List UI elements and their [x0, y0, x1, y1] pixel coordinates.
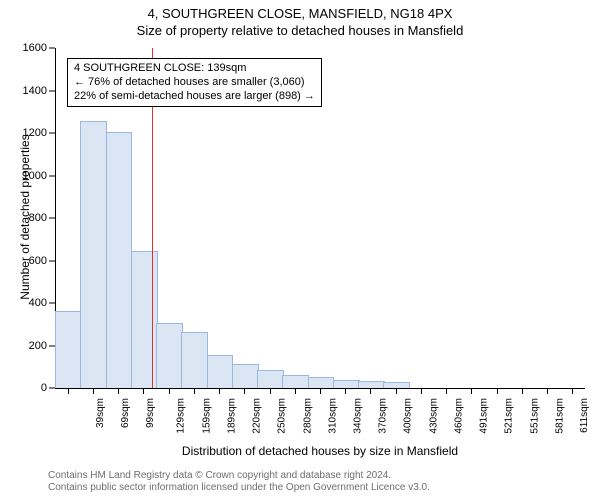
histogram-bar: [383, 382, 410, 388]
footer-line-2: Contains public sector information licen…: [48, 482, 430, 494]
footer-line-1: Contains HM Land Registry data © Crown c…: [48, 470, 430, 482]
histogram-bar: [106, 132, 133, 388]
info-box: 4 SOUTHGREEN CLOSE: 139sqm← 76% of detac…: [67, 58, 322, 107]
xtick-label: 551sqm: [529, 398, 540, 434]
chart-title-1: 4, SOUTHGREEN CLOSE, MANSFIELD, NG18 4PX: [0, 0, 600, 21]
histogram-bar: [131, 251, 158, 388]
footer: Contains HM Land Registry data © Crown c…: [48, 470, 430, 494]
xtick-label: 340sqm: [353, 398, 364, 434]
histogram-bar: [308, 377, 335, 388]
xtick-label: 250sqm: [277, 398, 288, 434]
histogram-bar: [55, 311, 82, 389]
histogram-bar: [257, 370, 284, 388]
xtick-label: 129sqm: [176, 398, 187, 434]
histogram-bar: [80, 121, 107, 388]
ytick-label: 0: [7, 382, 47, 394]
xtick-label: 400sqm: [403, 398, 414, 434]
x-axis-label: Distribution of detached houses by size …: [55, 444, 585, 458]
histogram-bar: [358, 381, 385, 388]
info-box-line: 4 SOUTHGREEN CLOSE: 139sqm: [74, 62, 315, 76]
xtick-label: 280sqm: [302, 398, 313, 434]
xtick-label: 310sqm: [327, 398, 338, 434]
xtick-label: 611sqm: [579, 398, 590, 433]
xtick-label: 69sqm: [120, 398, 131, 428]
chart-title-2: Size of property relative to detached ho…: [0, 21, 600, 38]
xtick-label: 370sqm: [378, 398, 389, 434]
xtick-label: 581sqm: [554, 398, 565, 434]
histogram-bar: [282, 375, 309, 388]
histogram-bar: [181, 332, 208, 388]
histogram-plot: 0200400600800100012001400160039sqm69sqm9…: [55, 48, 585, 388]
histogram-bar: [156, 323, 183, 388]
xtick-label: 39sqm: [95, 398, 106, 428]
info-box-line: ← 76% of detached houses are smaller (3,…: [74, 76, 315, 90]
xtick-label: 491sqm: [479, 398, 490, 434]
histogram-bar: [232, 364, 259, 388]
xtick-label: 99sqm: [145, 398, 156, 428]
xtick-label: 430sqm: [428, 398, 439, 434]
histogram-bar: [207, 355, 234, 388]
ytick-label: 1600: [7, 42, 47, 54]
xtick-label: 460sqm: [454, 398, 465, 434]
xtick-label: 159sqm: [201, 398, 212, 434]
ytick-label: 1400: [7, 85, 47, 97]
ytick-label: 200: [7, 340, 47, 352]
y-axis-label: Number of detached properties: [18, 117, 32, 317]
info-box-line: 22% of semi-detached houses are larger (…: [74, 90, 315, 104]
histogram-bar: [333, 380, 360, 388]
xtick-label: 521sqm: [504, 398, 515, 434]
xtick-label: 220sqm: [252, 398, 263, 434]
xtick-label: 189sqm: [226, 398, 237, 434]
